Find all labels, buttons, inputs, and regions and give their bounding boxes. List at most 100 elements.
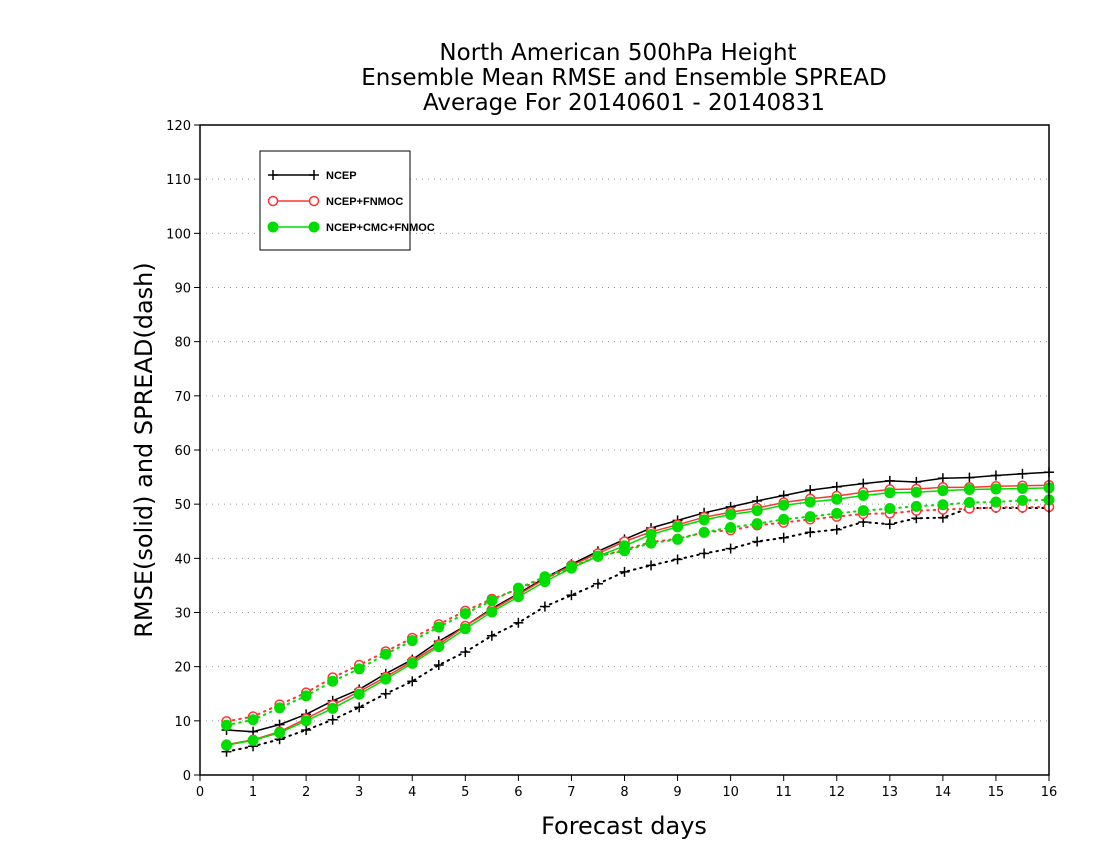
rmse-point-ncep-cmc-fnmoc [1016, 482, 1028, 494]
rmse-point-ncep-cmc-fnmoc [406, 657, 418, 669]
rmse-point-ncep-cmc-fnmoc [512, 591, 524, 603]
rmse-point-ncep [990, 470, 1001, 481]
spread-point-ncep-cmc-fnmoc [672, 533, 684, 545]
spread-line-ncep [225, 507, 1050, 753]
rmse-point-ncep [964, 472, 975, 483]
legend-marker-ncep-fnmoc [267, 195, 279, 207]
spread-point-ncep-cmc-fnmoc [274, 702, 286, 714]
y-tick-label: 120 [166, 119, 191, 134]
legend-marker-ncep [268, 170, 278, 180]
legend-marker-ncep-cmc-fnmoc [308, 221, 320, 233]
rmse-point-ncep-cmc-fnmoc [353, 688, 365, 700]
legend-item-ncep: NCEP [268, 170, 357, 182]
rmse-point-ncep-cmc-fnmoc [221, 739, 233, 751]
rmse-point-ncep-cmc-fnmoc [645, 529, 657, 540]
x-tick-label: 8 [620, 785, 628, 800]
rmse-point-ncep-cmc-fnmoc [300, 715, 312, 727]
spread-point-ncep-cmc-fnmoc [327, 675, 339, 687]
legend-label-ncep: NCEP [326, 170, 357, 182]
legend-label-ncep-cmc-fnmoc: NCEP+CMC+FNMOC [326, 222, 435, 234]
spread-point-ncep [566, 590, 577, 601]
spread-point-ncep-cmc-fnmoc [990, 496, 1002, 508]
rmse-point-ncep-cmc-fnmoc [725, 508, 737, 520]
y-axis-title: RMSE(solid) and SPREAD(dash) [130, 262, 158, 638]
spread-point-ncep-cmc-fnmoc [804, 511, 816, 523]
spread-point-ncep [460, 647, 471, 658]
x-tick-label: 16 [1041, 785, 1058, 800]
rmse-point-ncep-cmc-fnmoc [751, 505, 763, 517]
spread-point-ncep-cmc-fnmoc [486, 595, 498, 607]
rmse-point-ncep-cmc-fnmoc [274, 727, 286, 739]
spread-point-ncep [619, 566, 630, 577]
spread-point-ncep [805, 527, 816, 538]
rmse-point-ncep-cmc-fnmoc [433, 641, 445, 653]
legend-marker-ncep [309, 170, 319, 180]
y-tick-label: 90 [174, 282, 191, 297]
x-tick-label: 1 [249, 785, 257, 800]
rmse-point-ncep [805, 485, 816, 496]
series-ncep-cmc-fnmoc [221, 482, 1055, 751]
y-tick-label: 60 [174, 444, 191, 459]
rmse-point-ncep-cmc-fnmoc [698, 514, 710, 526]
y-tick-label: 0 [183, 769, 191, 784]
x-tick-label: 0 [196, 785, 204, 800]
rmse-point-ncep-cmc-fnmoc [486, 606, 498, 618]
spread-point-ncep-cmc-fnmoc [725, 521, 737, 533]
spread-point-ncep-cmc-fnmoc [778, 513, 790, 525]
rmse-point-ncep-cmc-fnmoc [910, 486, 922, 498]
plot-frame [199, 124, 1050, 776]
rmse-point-ncep-cmc-fnmoc [778, 499, 790, 511]
chart-title-line-2: Ensemble Mean RMSE and Ensemble SPREAD [361, 65, 886, 91]
rmse-point-ncep-cmc-fnmoc [857, 490, 869, 501]
legend-item-ncep-fnmoc: NCEP+FNMOC [267, 195, 403, 208]
spread-point-ncep [301, 725, 312, 736]
chart-title-line-1: North American 500hPa Height [439, 40, 796, 66]
rmse-point-ncep [858, 478, 869, 489]
rmse-point-ncep-cmc-fnmoc [619, 540, 630, 552]
spread-point-ncep-cmc-fnmoc [1016, 494, 1028, 506]
y-tick-label: 100 [166, 227, 191, 242]
spread-point-ncep-cmc-fnmoc [831, 507, 843, 519]
x-tick-label: 4 [408, 785, 416, 800]
spread-point-ncep [778, 532, 789, 543]
spread-point-ncep-cmc-fnmoc [300, 690, 312, 702]
legend-item-ncep-cmc-fnmoc: NCEP+CMC+FNMOC [267, 221, 435, 234]
legend-marker-ncep-fnmoc [308, 195, 320, 207]
spread-point-ncep [831, 524, 842, 535]
rmse-point-ncep-cmc-fnmoc [327, 702, 339, 714]
rmse-point-ncep-cmc-fnmoc [247, 734, 259, 746]
x-tick-label: 7 [567, 785, 575, 800]
spread-point-ncep [884, 519, 895, 530]
x-tick-label: 12 [828, 785, 845, 800]
x-tick-label: 6 [514, 785, 522, 800]
chart-title-line-3: Average For 20140601 - 20140831 [423, 90, 825, 116]
spread-point-ncep [592, 578, 603, 589]
spread-point-ncep-cmc-fnmoc [221, 719, 233, 731]
spread-point-ncep-cmc-fnmoc [963, 497, 975, 509]
spread-point-ncep-cmc-fnmoc [406, 635, 418, 647]
spread-point-ncep-cmc-fnmoc [247, 714, 259, 726]
spread-point-ncep [752, 536, 763, 547]
spread-point-ncep [433, 660, 444, 671]
spread-point-ncep-cmc-fnmoc [884, 503, 896, 514]
rmse-point-ncep [831, 481, 842, 492]
y-tick-label: 110 [166, 173, 191, 188]
rmse-point-ncep-cmc-fnmoc [963, 484, 975, 496]
spread-point-ncep [672, 554, 683, 565]
rmse-point-ncep-cmc-fnmoc [804, 496, 816, 508]
x-tick-label: 10 [722, 785, 739, 800]
x-tick-label: 13 [882, 785, 899, 800]
spread-point-ncep-cmc-fnmoc [353, 663, 365, 675]
rmse-point-ncep [884, 475, 895, 486]
spread-point-ncep [354, 702, 365, 713]
spread-point-ncep [646, 560, 657, 571]
rmse-point-ncep-cmc-fnmoc [672, 521, 684, 533]
y-tick-label: 20 [174, 661, 191, 676]
y-tick-label: 40 [174, 552, 191, 567]
rmse-point-ncep [1017, 468, 1028, 479]
x-tick-label: 3 [355, 785, 363, 800]
rmse-point-ncep-cmc-fnmoc [539, 576, 551, 588]
